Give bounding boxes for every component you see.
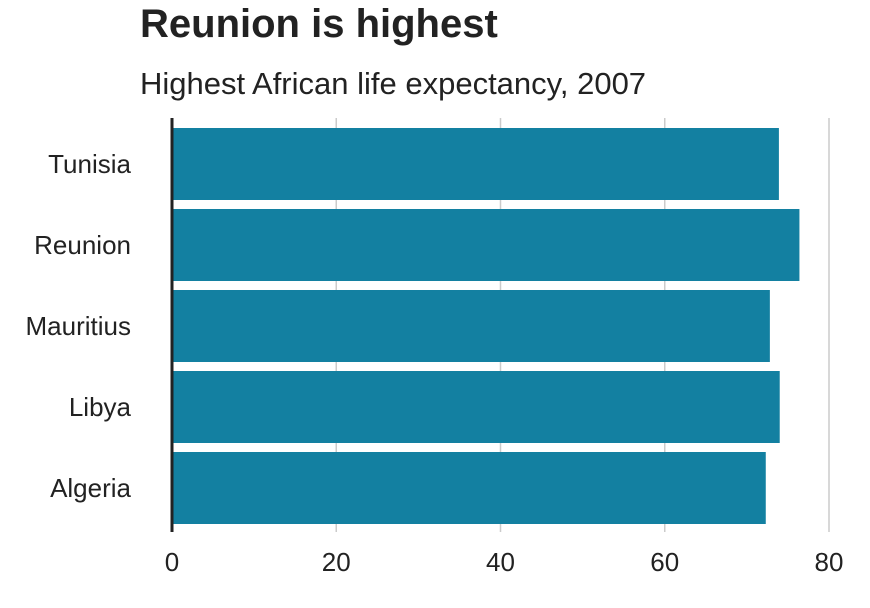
bars — [172, 128, 800, 524]
y-tick-label: Tunisia — [48, 149, 131, 179]
x-tick-label: 40 — [486, 547, 515, 577]
labels: Tunisia Reunion Mauritius Libya Algeria 0 20 40… — [26, 149, 844, 577]
bar-reunion — [172, 209, 800, 281]
y-tick-label: Libya — [69, 392, 132, 422]
x-tick-label: 80 — [815, 547, 844, 577]
bar-libya — [172, 371, 780, 443]
y-tick-label: Reunion — [34, 230, 131, 260]
chart-title: Reunion is highest — [140, 2, 498, 46]
chart-subtitle: Highest African life expectancy, 2007 — [140, 66, 647, 101]
x-tick-label: 0 — [165, 547, 179, 577]
bar-algeria — [172, 452, 766, 524]
x-tick-label: 60 — [650, 547, 679, 577]
y-tick-label: Algeria — [50, 473, 131, 503]
x-tick-label: 20 — [322, 547, 351, 577]
bar-tunisia — [172, 128, 779, 200]
bar-mauritius — [172, 290, 770, 362]
y-tick-label: Mauritius — [26, 311, 131, 341]
